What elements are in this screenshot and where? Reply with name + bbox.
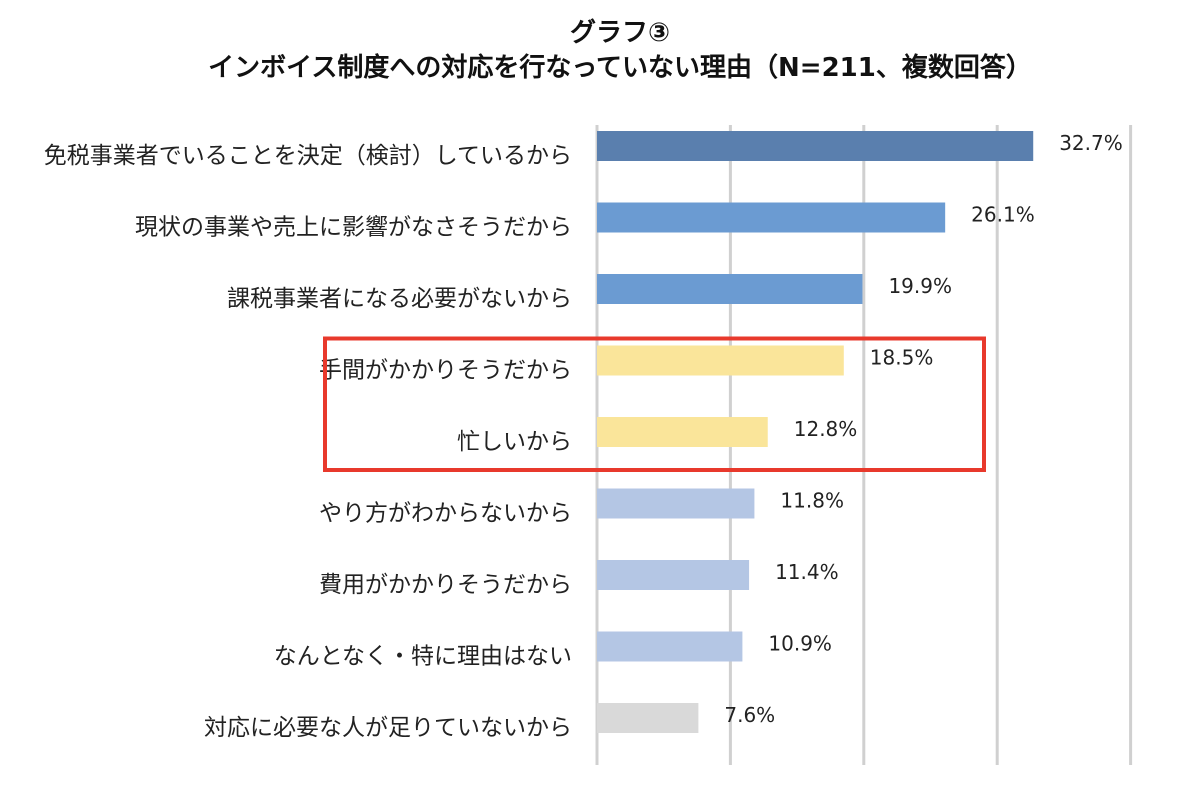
chart-title: グラフ③ インボイス制度への対応を行なっていない理由（N=211、複数回答）: [0, 16, 1200, 86]
chart-title-line1: グラフ③: [569, 18, 670, 48]
bar: [597, 703, 699, 733]
category-label: 免税事業者でいることを決定（検討）しているから: [44, 143, 572, 169]
category-label: 手間がかかりそうだから: [319, 358, 572, 384]
value-label: 18.5%: [870, 346, 934, 370]
bars: [597, 131, 1034, 733]
bar: [597, 631, 743, 662]
category-label: 対応に必要な人が足りていないから: [204, 715, 572, 741]
category-label: なんとなく・特に理由はない: [274, 644, 572, 670]
value-label: 32.7%: [1059, 131, 1123, 155]
bar: [597, 345, 844, 376]
chart-subtitle: インボイス制度への対応を行なっていない理由（N=211、複数回答）: [208, 53, 1032, 83]
bar: [597, 202, 946, 233]
category-label: 忙しいから: [457, 429, 572, 455]
category-label: やり方がわからないから: [319, 501, 572, 527]
value-label: 19.9%: [888, 274, 952, 298]
value-label: 12.8%: [794, 417, 858, 441]
bar: [597, 131, 1034, 161]
value-label: 11.4%: [775, 560, 839, 584]
highlight: [323, 336, 986, 472]
category-label: 現状の事業や売上に影響がなさそうだから: [135, 215, 572, 241]
highlight-box: [323, 336, 986, 472]
bar: [597, 274, 863, 304]
value-label: 7.6%: [724, 703, 775, 727]
value-label: 11.8%: [780, 489, 844, 513]
bar: [597, 488, 755, 519]
value-label: 10.9%: [768, 632, 832, 656]
bar: [597, 417, 768, 447]
labels: 免税事業者でいることを決定（検討）しているから 32.7% 現状の事業や売上に影響が…: [44, 131, 1123, 741]
category-label: 課税事業者になる必要がないから: [227, 286, 572, 312]
category-label: 費用がかかりそうだから: [319, 572, 572, 598]
value-label: 26.1%: [971, 203, 1035, 227]
bar: [597, 560, 750, 590]
